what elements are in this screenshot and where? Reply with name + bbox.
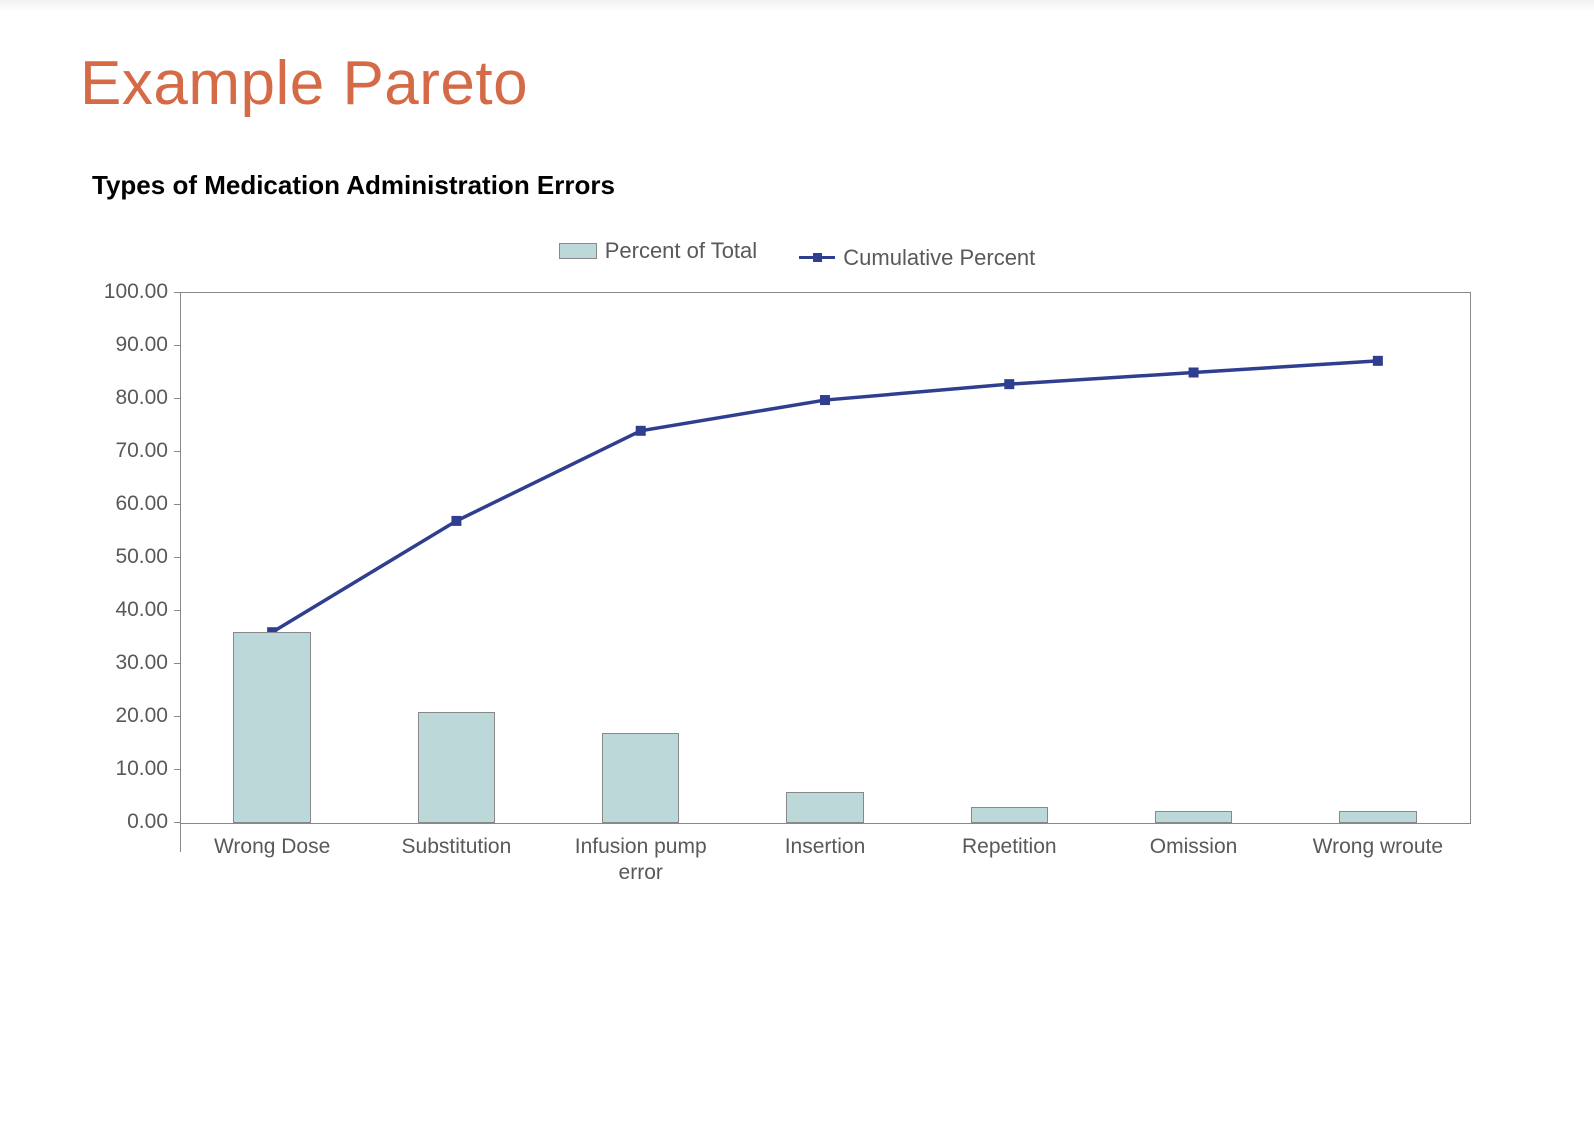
legend-item-bar: Percent of Total bbox=[559, 238, 757, 264]
cumulative-line bbox=[180, 293, 1470, 823]
y-tick bbox=[174, 610, 180, 611]
y-tick-label: 100.00 bbox=[100, 280, 168, 304]
legend-swatch-bar bbox=[559, 243, 597, 259]
y-tick-label: 50.00 bbox=[100, 545, 168, 569]
bar bbox=[1339, 811, 1416, 823]
y-tick-label: 90.00 bbox=[100, 333, 168, 357]
line-marker bbox=[1373, 356, 1383, 366]
bar bbox=[418, 712, 495, 823]
line-marker bbox=[451, 516, 461, 526]
y-tick-label: 70.00 bbox=[100, 439, 168, 463]
y-tick bbox=[174, 345, 180, 346]
y-tick bbox=[174, 292, 180, 293]
plot-area bbox=[180, 292, 1471, 824]
y-tick bbox=[174, 769, 180, 770]
top-gradient-bar bbox=[0, 0, 1594, 12]
legend-label-line: Cumulative Percent bbox=[843, 245, 1035, 271]
y-tick-label: 0.00 bbox=[100, 810, 168, 834]
y-tick bbox=[174, 822, 180, 823]
y-tick bbox=[174, 663, 180, 664]
bar bbox=[233, 632, 310, 823]
y-tick-label: 60.00 bbox=[100, 492, 168, 516]
bar bbox=[1155, 811, 1232, 823]
y-tick bbox=[174, 716, 180, 717]
y-tick bbox=[174, 557, 180, 558]
y-tick-label: 30.00 bbox=[100, 651, 168, 675]
x-tick-label: Wrong Dose bbox=[185, 834, 360, 860]
x-tick-label: Infusion pump error bbox=[553, 834, 728, 887]
line-marker bbox=[820, 395, 830, 405]
y-tick-label: 40.00 bbox=[100, 598, 168, 622]
bar bbox=[602, 733, 679, 823]
chart-title: Types of Medication Administration Error… bbox=[92, 170, 615, 201]
y-tick bbox=[174, 451, 180, 452]
line-marker bbox=[1004, 379, 1014, 389]
bar bbox=[971, 807, 1048, 823]
x-tick-label: Omission bbox=[1106, 834, 1281, 860]
legend-label-bar: Percent of Total bbox=[605, 238, 757, 264]
bar bbox=[786, 792, 863, 823]
y-tick bbox=[174, 398, 180, 399]
y-tick bbox=[174, 504, 180, 505]
x-tick-label: Substitution bbox=[369, 834, 544, 860]
line-marker bbox=[636, 426, 646, 436]
y-tick-label: 10.00 bbox=[100, 757, 168, 781]
x-tick-label: Repetition bbox=[922, 834, 1097, 860]
legend-item-line: Cumulative Percent bbox=[799, 245, 1035, 271]
x-tick-label: Wrong wroute bbox=[1290, 834, 1465, 860]
legend-marker-icon bbox=[813, 253, 822, 262]
plot-container: 0.00 10.00 20.00 30.00 40.00 50.00 60.00 70.00 8… bbox=[100, 282, 1480, 902]
legend-swatch-line bbox=[799, 256, 835, 259]
slide-title: Example Pareto bbox=[80, 48, 528, 119]
chart-legend: Percent of Total Cumulative Percent bbox=[0, 238, 1594, 271]
y-tick-label: 20.00 bbox=[100, 704, 168, 728]
x-tick-label: Insertion bbox=[737, 834, 912, 860]
line-marker bbox=[1189, 368, 1199, 378]
y-tick-label: 80.00 bbox=[100, 386, 168, 410]
